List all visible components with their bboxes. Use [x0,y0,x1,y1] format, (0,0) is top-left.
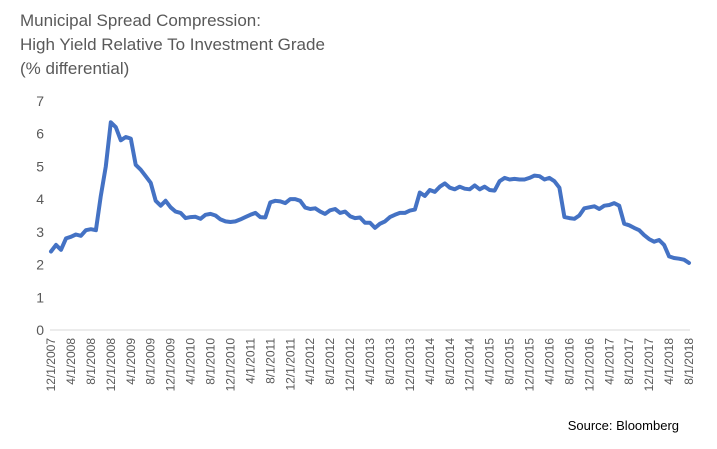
x-tick-label: 12/1/2010 [223,338,237,392]
x-tick-label: 8/1/2017 [622,338,636,385]
x-tick-label: 12/1/2017 [642,338,656,392]
x-tick-label: 12/1/2011 [283,338,297,391]
x-tick-label: 8/1/2012 [323,338,337,385]
x-tick-label: 12/1/2014 [463,338,477,392]
y-axis: 0 1 2 3 4 5 6 7 [36,93,44,338]
x-tick-label: 4/1/2013 [363,338,377,385]
x-tick-label: 12/1/2013 [403,338,417,392]
x-tick-label: 12/1/2012 [343,338,357,392]
source-note: Source: Bloomberg [567,418,679,433]
x-tick-label: 4/1/2010 [184,338,198,385]
x-tick-label: 4/1/2012 [303,338,317,385]
x-tick-label: 8/1/2016 [562,338,576,385]
chart-title-line-2: High Yield Relative To Investment Grade [20,35,325,54]
x-tick-label: 8/1/2013 [383,338,397,385]
chart-title-line-1: Municipal Spread Compression: [20,11,261,30]
x-tick-label: 4/1/2011 [243,338,257,384]
x-tick-label: 12/1/2015 [523,338,537,392]
x-tick-label: 12/1/2016 [582,338,596,392]
x-tick-label: 8/1/2015 [503,338,517,385]
x-tick-label: 8/1/2014 [443,338,457,385]
x-axis: 12/1/2007 4/1/2008 8/1/2008 12/1/2008 4/1/20… [44,338,696,392]
y-tick-label: 0 [36,322,44,338]
series-line-hy-ig-spread [49,120,691,265]
x-tick-label: 12/1/2007 [44,338,58,392]
x-tick-label: 4/1/2017 [602,338,616,385]
x-tick-label: 12/1/2009 [164,338,178,392]
x-tick-label: 4/1/2009 [124,338,138,385]
chart-title-line-3: (% differential) [20,59,130,78]
x-tick-label: 4/1/2018 [662,338,676,385]
y-tick-label: 2 [36,257,44,273]
y-tick-label: 3 [36,224,44,240]
chart-title: Municipal Spread Compression: High Yield… [20,9,325,81]
x-tick-label: 8/1/2018 [682,338,696,385]
y-tick-label: 6 [36,126,44,142]
x-tick-label: 4/1/2014 [423,338,437,385]
x-tick-label: 8/1/2009 [144,338,158,385]
x-tick-label: 8/1/2008 [84,338,98,385]
x-tick-label: 8/1/2010 [204,338,218,385]
x-tick-label: 4/1/2008 [64,338,78,385]
x-tick-label: 4/1/2016 [542,338,556,385]
x-tick-label: 8/1/2011 [263,338,277,384]
y-tick-label: 4 [36,191,44,207]
y-tick-label: 7 [36,93,44,109]
x-tick-label: 4/1/2015 [483,338,497,385]
x-tick-label: 12/1/2008 [104,338,118,392]
y-tick-label: 5 [36,158,44,174]
y-tick-label: 1 [36,289,44,305]
